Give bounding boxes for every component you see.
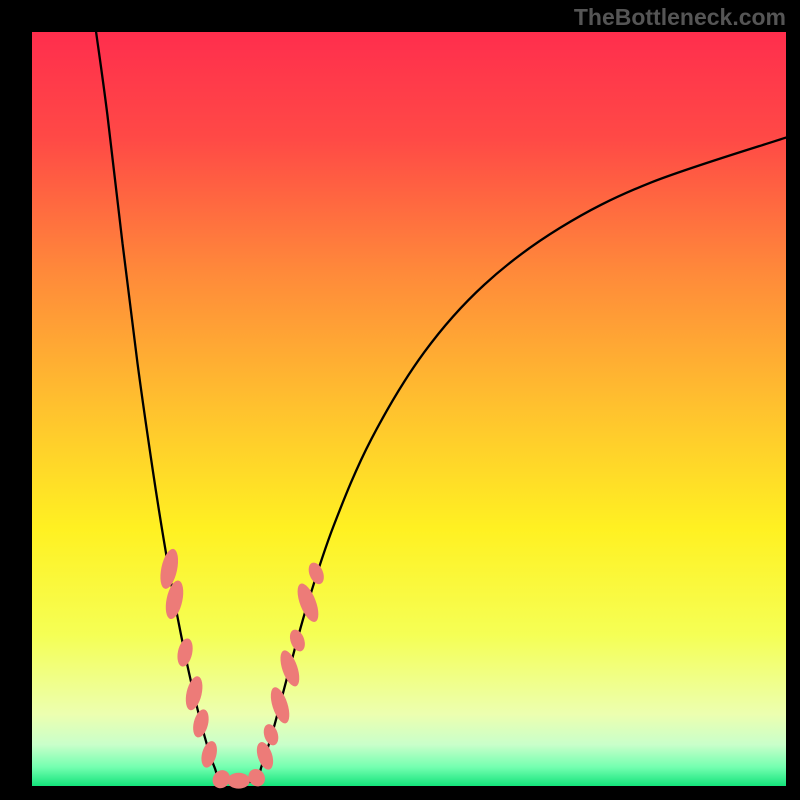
curve-marker (227, 773, 250, 789)
bottleneck-chart (0, 0, 800, 800)
plot-background (32, 32, 786, 786)
watermark-text: TheBottleneck.com (574, 4, 786, 31)
